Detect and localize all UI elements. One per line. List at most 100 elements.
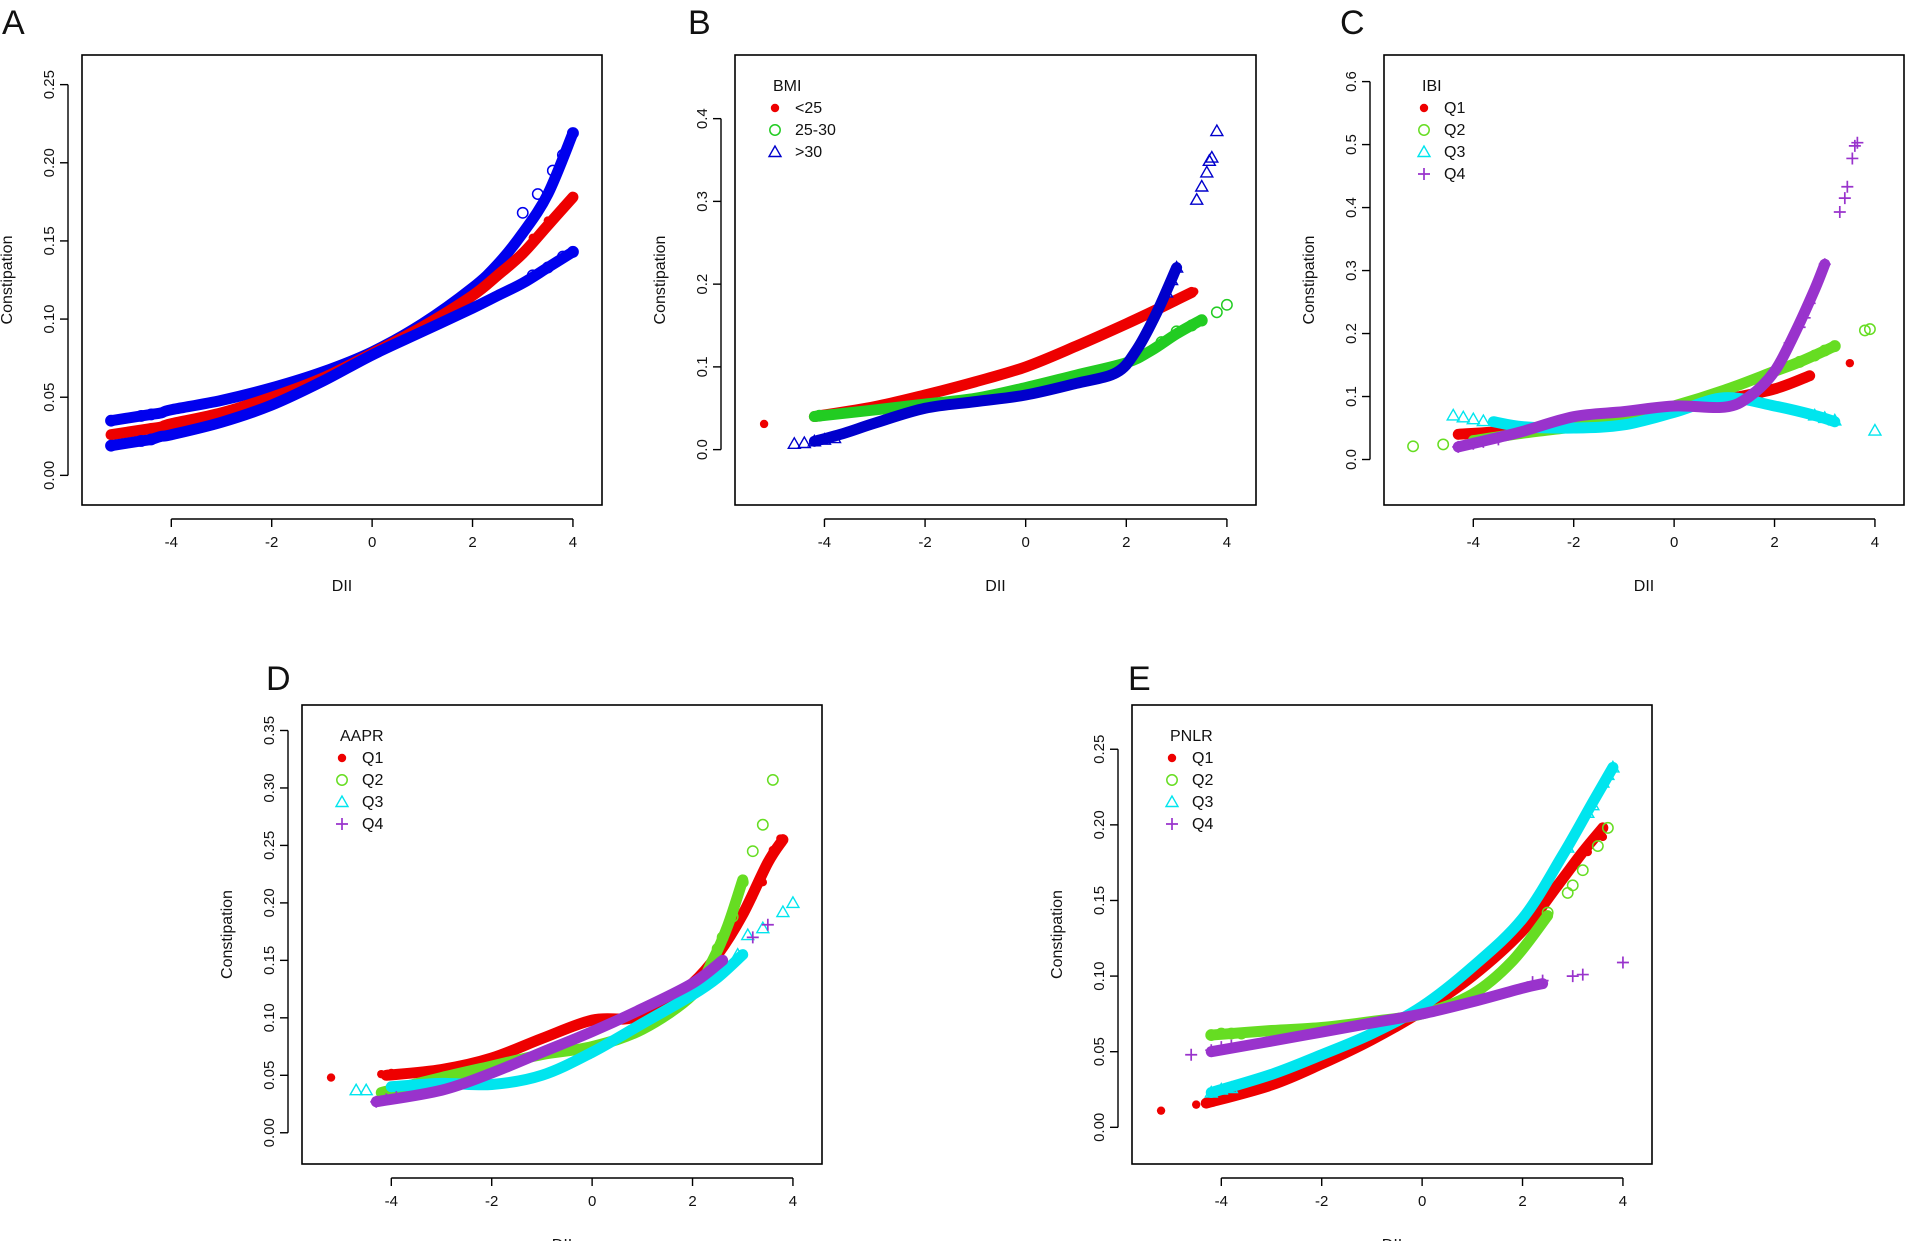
y-tick-label: 0.05	[1091, 1037, 1108, 1066]
series-q2-1	[1205, 821, 1614, 1042]
x-tick-label: -2	[1315, 1193, 1328, 1210]
data-point	[1783, 336, 1796, 349]
data-point	[716, 931, 729, 944]
legend-label: Q4	[362, 816, 383, 833]
legend-marker	[1164, 794, 1180, 808]
x-tick-label: 4	[1871, 534, 1879, 551]
x-tick-label: -2	[485, 1193, 498, 1210]
y-tick-label: 0.05	[41, 383, 58, 412]
data-point	[748, 892, 757, 902]
data-point	[1798, 311, 1811, 324]
data-point	[1576, 968, 1589, 981]
x-axis-title: DII	[1382, 1237, 1402, 1241]
series-q2-1	[375, 773, 779, 1099]
data-point	[1838, 192, 1851, 205]
data-point	[1790, 376, 1799, 385]
series-upper-0	[105, 127, 579, 427]
data-point	[1156, 1106, 1166, 1115]
data-point	[106, 430, 116, 439]
x-axis-title: DII	[552, 1237, 572, 1241]
legend-title: AAPR	[340, 728, 384, 745]
data-point	[1209, 123, 1225, 137]
data-point	[1561, 886, 1574, 899]
data-point	[1190, 287, 1199, 296]
y-tick-label: 0.25	[1091, 735, 1108, 764]
data-point	[730, 947, 745, 960]
series-band	[1200, 822, 1609, 1109]
x-tick-label: -4	[385, 1193, 398, 1210]
y-tick-label: 0.15	[1091, 886, 1108, 915]
legend-label: Q4	[1444, 166, 1465, 183]
data-point	[1159, 285, 1174, 298]
legend-label: Q3	[1192, 794, 1213, 811]
data-point	[543, 216, 553, 225]
y-tick-label: 0.6	[1343, 71, 1360, 92]
data-point	[145, 408, 158, 421]
data-point	[1477, 435, 1490, 448]
data-point	[1808, 349, 1821, 362]
data-point	[785, 895, 801, 909]
x-tick-label: -4	[818, 534, 831, 551]
data-point	[1541, 906, 1554, 919]
data-point	[1194, 179, 1209, 192]
data-point	[1195, 314, 1208, 327]
data-point	[766, 773, 779, 786]
data-point	[1793, 355, 1806, 368]
x-tick-label: -4	[1215, 1193, 1228, 1210]
x-axis-title: DII	[1634, 578, 1654, 595]
data-point	[1601, 821, 1614, 834]
data-point	[1199, 165, 1214, 178]
data-point	[1585, 797, 1601, 811]
legend: BMI <25 25-30 >30	[767, 78, 836, 161]
data-point	[787, 436, 802, 450]
y-tick-label: 0.0	[694, 439, 711, 460]
series-30-2	[787, 123, 1225, 450]
data-point	[387, 1068, 396, 1078]
x-tick-label: -2	[265, 534, 278, 551]
data-point	[1182, 291, 1191, 300]
y-tick-label: 0.25	[41, 70, 58, 99]
legend-marker	[1166, 774, 1178, 786]
legend-marker	[334, 794, 350, 808]
legend-label: Q2	[1444, 122, 1465, 139]
series-band	[105, 246, 579, 452]
data-point	[541, 261, 554, 274]
y-tick-label: 0.1	[694, 356, 711, 377]
panel-d: D -4 -2 0 2 4 DII 0.00 0.05 0.10 0.15 0.20 0.25 0.30 0…	[219, 660, 823, 1241]
series-q4-3	[370, 918, 774, 1108]
data-point	[147, 424, 156, 433]
data-point	[1591, 840, 1604, 852]
x-tick-label: 0	[588, 1193, 596, 1210]
data-point	[1456, 409, 1471, 423]
data-point	[711, 942, 724, 955]
data-point	[1202, 1098, 1211, 1108]
data-point	[377, 1069, 386, 1079]
data-point	[775, 904, 791, 918]
data-point	[531, 188, 544, 200]
panel-letter: B	[688, 4, 711, 42]
series-q4-3	[1452, 136, 1864, 453]
data-point	[776, 834, 785, 843]
y-tick-label: 0.25	[261, 831, 278, 860]
panel-letter: C	[1340, 4, 1365, 42]
x-tick-label: 4	[1619, 1193, 1627, 1210]
data-point	[1583, 847, 1592, 857]
data-point	[1566, 879, 1579, 892]
data-point	[1818, 258, 1831, 271]
legend-marker	[767, 144, 783, 158]
panel-c: C -4 -2 0 2 4 DII 0.0 0.1 0.2 0.3 0.4 0.5 0.6 Constipa…	[1301, 4, 1905, 595]
data-point	[1598, 832, 1608, 842]
legend-label: <25	[795, 100, 822, 117]
legend-label: Q1	[362, 750, 383, 767]
data-point	[1476, 413, 1491, 427]
legend-marker	[337, 753, 347, 763]
data-point	[390, 1091, 403, 1104]
data-point	[1817, 410, 1832, 424]
panel-letter: E	[1128, 660, 1151, 698]
y-axis-title: Constipation	[652, 236, 669, 325]
data-point	[1407, 440, 1420, 453]
y-tick-label: 0.4	[1343, 197, 1360, 218]
series-25-0	[759, 286, 1199, 429]
data-point	[1851, 136, 1864, 149]
data-point	[1220, 298, 1233, 311]
